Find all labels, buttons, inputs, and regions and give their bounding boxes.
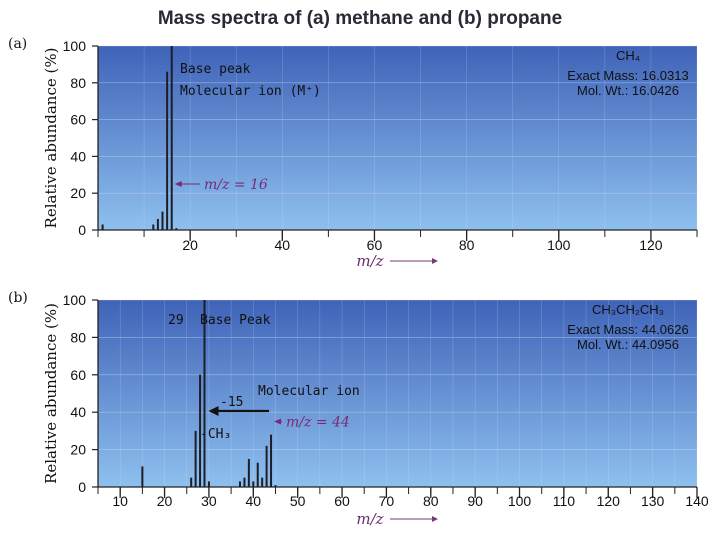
annotation-loss: -15 [220, 395, 243, 410]
peak-label-b: m/z = 44 [286, 415, 350, 431]
x-tick-label: 40 [275, 237, 291, 253]
x-tick-label: 90 [467, 493, 483, 509]
x-tick-label: 40 [246, 493, 262, 509]
annotation-base-peak: Base peak [180, 62, 251, 77]
x-tick-label: 100 [547, 237, 571, 253]
y-tick-label: 0 [78, 222, 86, 238]
y-tick-label: 60 [70, 112, 86, 128]
x-tick-label: 80 [423, 493, 439, 509]
annotation-molecular-ion: Molecular ion [258, 384, 360, 399]
plot-area-a [98, 46, 697, 230]
x-axis-arrow-head [432, 258, 438, 264]
mol-wt-label-b: Mol. Wt.: 44.0956 [577, 337, 679, 352]
x-tick-label: 20 [157, 493, 173, 509]
mol-wt-label-a: Mol. Wt.: 16.0426 [577, 83, 679, 98]
y-tick-label: 80 [70, 75, 86, 91]
x-axis-label-b: m/z [356, 510, 383, 528]
x-tick-label: 140 [685, 493, 709, 509]
exact-mass-label-a: Exact Mass: 16.0313 [567, 68, 688, 83]
loss-arrow-head [208, 406, 219, 416]
annotation-fragment: -CH₃ [200, 427, 231, 442]
y-tick-label: 80 [70, 329, 86, 345]
x-tick-label: 110 [553, 493, 576, 509]
x-axis-label-a: m/z [356, 252, 383, 270]
x-axis-arrow-head [432, 516, 438, 522]
plot-area-b [98, 300, 697, 487]
formula-label-b: CH₃CH₂CH₃ [592, 302, 664, 317]
annotation-molecular-ion: Molecular ion (M⁺) [180, 84, 321, 99]
x-tick-label: 100 [508, 493, 532, 509]
x-tick-label: 20 [182, 237, 198, 253]
page-title: Mass spectra of (a) methane and (b) prop… [157, 8, 563, 29]
x-tick-label: 120 [597, 493, 621, 509]
x-tick-label: 60 [334, 493, 350, 509]
y-axis-label-b: Relative abundance (%) [42, 303, 60, 484]
y-tick-label: 60 [70, 367, 86, 383]
peak-label-a: m/z = 16 [204, 177, 268, 193]
peak-pointer-head [174, 181, 182, 187]
x-tick-label: 30 [201, 493, 217, 509]
y-tick-label: 40 [70, 404, 86, 420]
panel-label-a: (a) [8, 36, 27, 52]
x-tick-label: 10 [112, 493, 128, 509]
x-tick-label: 80 [459, 237, 475, 253]
x-tick-label: 130 [641, 493, 665, 509]
annotation-base-peak: Base Peak [200, 313, 271, 328]
y-axis-label-a: Relative abundance (%) [42, 48, 60, 229]
y-tick-label: 100 [63, 38, 87, 54]
panel-label-b: (b) [8, 290, 28, 306]
exact-mass-label-b: Exact Mass: 44.0626 [567, 322, 688, 337]
y-tick-label: 20 [70, 442, 86, 458]
annotation-base-peak-value: 29 [168, 313, 184, 328]
peak-pointer-head [274, 418, 282, 425]
x-tick-label: 60 [367, 237, 383, 253]
y-tick-label: 100 [63, 292, 87, 308]
y-tick-label: 0 [78, 479, 86, 495]
x-tick-label: 70 [379, 493, 395, 509]
y-tick-label: 20 [70, 185, 86, 201]
y-tick-label: 40 [70, 148, 86, 164]
formula-label-a: CH₄ [616, 48, 640, 63]
x-tick-label: 120 [639, 237, 663, 253]
x-tick-label: 50 [290, 493, 306, 509]
